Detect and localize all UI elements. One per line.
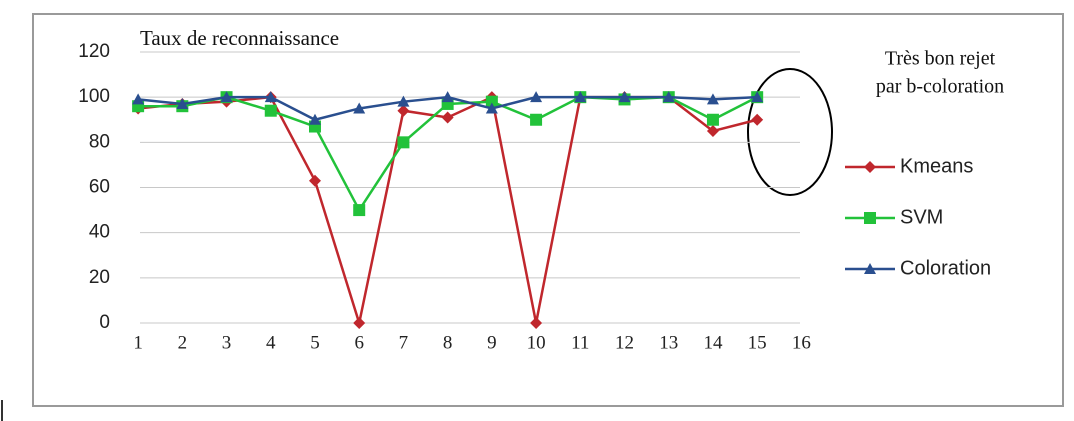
x-tick-label: 9 (487, 332, 497, 353)
marker (441, 91, 454, 103)
marker (397, 104, 410, 117)
marker (353, 102, 366, 114)
marker (574, 91, 587, 103)
marker (706, 113, 719, 126)
marker (530, 91, 543, 103)
marker (751, 91, 764, 103)
x-tick-label: 15 (748, 332, 767, 353)
marker (264, 91, 277, 103)
y-tick-label: 40 (89, 222, 110, 243)
legend-label: SVM (900, 206, 943, 228)
marker (662, 91, 675, 103)
x-tick-label: 13 (659, 332, 678, 353)
marker (706, 93, 719, 105)
x-tick-label: 3 (222, 332, 232, 353)
y-tick-label: 20 (89, 267, 110, 288)
highlight-ellipse (747, 68, 833, 196)
legend-label: Kmeans (900, 155, 973, 177)
x-tick-label: 4 (266, 332, 276, 353)
y-tick-label: 100 (78, 86, 110, 107)
frame (32, 13, 1064, 407)
marker (441, 111, 454, 124)
annotation: Très bon rejet (885, 48, 996, 70)
annotation: par b-coloration (876, 76, 1004, 98)
marker (397, 95, 410, 107)
x-tick-label: 6 (354, 332, 364, 353)
y-tick-label: 120 (78, 41, 110, 62)
x-tick-label: 16 (792, 332, 811, 353)
x-tick-label: 8 (443, 332, 453, 353)
marker (530, 317, 543, 329)
x-tick-label: 10 (527, 332, 546, 353)
legend-marker (864, 161, 876, 173)
marker (353, 317, 366, 329)
series-line (137, 95, 758, 328)
marker (176, 97, 189, 109)
marker (706, 125, 719, 138)
x-tick-label: 2 (178, 332, 188, 353)
x-tick-label: 5 (310, 332, 320, 353)
marker (308, 174, 321, 187)
marker (264, 104, 277, 117)
legend-marker (864, 263, 876, 274)
marker (751, 113, 764, 126)
x-tick-label: 11 (571, 332, 589, 353)
x-tick-label: 12 (615, 332, 634, 353)
marker (485, 95, 498, 108)
x-tick-label: 1 (133, 332, 143, 353)
x-tick-label: 7 (399, 332, 409, 353)
marker (353, 204, 366, 217)
legend-marker (864, 212, 876, 224)
marker (132, 93, 145, 105)
y-tick-label: 60 (89, 177, 110, 198)
marker (530, 113, 543, 126)
x-tick-label: 14 (703, 332, 723, 353)
marker (618, 91, 631, 103)
y-tick-label: 0 (99, 312, 110, 333)
marker (485, 102, 498, 114)
legend-label: Coloration (900, 257, 991, 279)
marker (220, 91, 233, 103)
marker (308, 113, 321, 125)
y-tick-label: 80 (89, 131, 110, 152)
marker (397, 136, 410, 149)
chart-title: Taux de reconnaissance (140, 26, 339, 50)
